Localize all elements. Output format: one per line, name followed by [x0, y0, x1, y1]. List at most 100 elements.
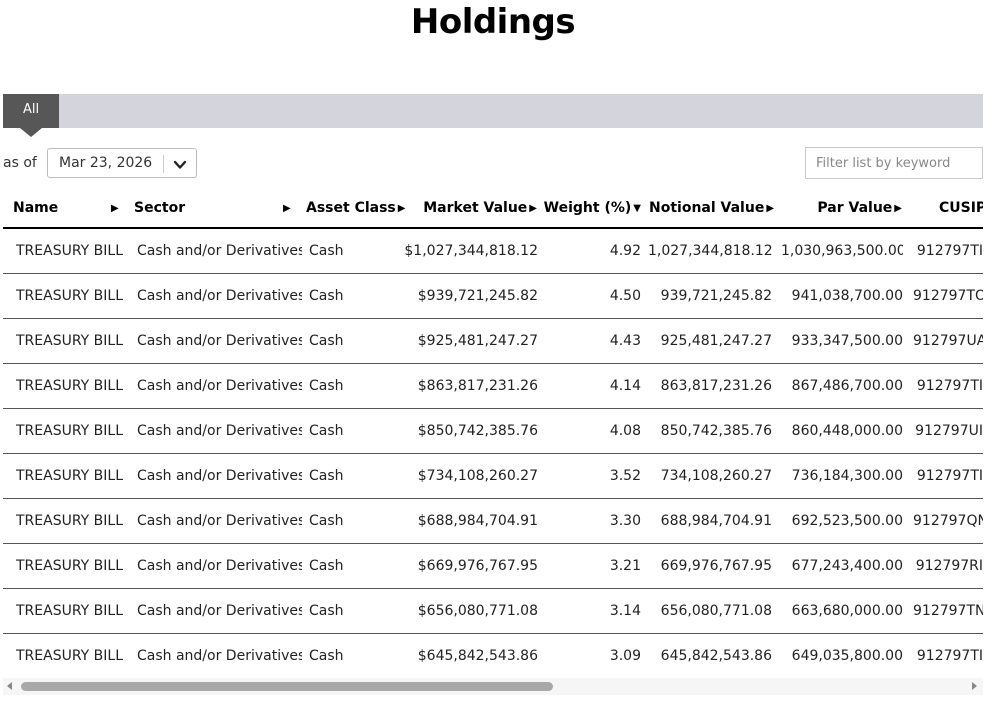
cell-name: TREASURY BILL	[16, 333, 124, 349]
table-row[interactable]: TREASURY BILL Cash and/or Derivatives Cash…	[3, 229, 983, 274]
cell-notional-value: 669,976,767.95	[660, 558, 772, 574]
column-header-notional-value[interactable]: Notional Value ▶	[649, 190, 775, 227]
cell-notional-value: 1,027,344,818.12	[648, 243, 772, 259]
cell-par-value: 860,448,000.00	[791, 423, 903, 439]
table-row[interactable]: TREASURY BILL Cash and/or Derivatives Cash…	[3, 319, 983, 364]
cell-sector: Cash and/or Derivatives	[137, 378, 302, 394]
cell-par-value: 649,035,800.00	[791, 648, 903, 664]
triangle-right-icon[interactable]: ▶	[283, 203, 291, 214]
cell-cusip: 912797TN	[913, 603, 983, 619]
column-header-label: Par Value	[817, 200, 893, 216]
cell-weight: 3.14	[609, 603, 641, 619]
column-header-label: Sector	[134, 200, 186, 216]
cell-market-value: $850,742,385.76	[417, 423, 538, 439]
tab-bar: All	[3, 94, 983, 137]
cell-asset-class: Cash	[309, 243, 344, 259]
as-of-label: as of	[3, 155, 37, 171]
column-header-market-value[interactable]: Market Value ▶	[403, 190, 537, 227]
table-row[interactable]: TREASURY BILL Cash and/or Derivatives Cash…	[3, 409, 983, 454]
cell-name: TREASURY BILL	[16, 468, 124, 484]
cell-par-value: 692,523,500.00	[791, 513, 903, 529]
cell-sector: Cash and/or Derivatives	[137, 558, 302, 574]
triangle-right-icon: ▶	[894, 203, 902, 214]
table-row[interactable]: TREASURY BILL Cash and/or Derivatives Cash…	[3, 544, 983, 589]
table-row[interactable]: TREASURY BILL Cash and/or Derivatives Cash…	[3, 454, 983, 499]
date-select-value: Mar 23, 2026	[59, 155, 153, 171]
cell-market-value: $645,842,543.86	[417, 648, 538, 664]
cell-weight: 4.08	[609, 423, 641, 439]
date-select[interactable]: Mar 23, 2026	[47, 148, 197, 178]
cell-market-value: $669,976,767.95	[417, 558, 538, 574]
cell-market-value: $863,817,231.26	[417, 378, 538, 394]
cell-asset-class: Cash	[309, 378, 344, 394]
cell-weight: 4.14	[609, 378, 641, 394]
chevron-down-icon	[173, 160, 187, 169]
triangle-down-icon: ▼	[633, 203, 641, 214]
cell-name: TREASURY BILL	[16, 648, 124, 664]
table-row[interactable]: TREASURY BILL Cash and/or Derivatives Cash…	[3, 589, 983, 634]
cell-sector: Cash and/or Derivatives	[137, 603, 302, 619]
cell-name: TREASURY BILL	[16, 513, 124, 529]
tab-all[interactable]: All	[3, 94, 59, 137]
scrollbar-thumb[interactable]	[21, 682, 553, 691]
table-row[interactable]: TREASURY BILL Cash and/or Derivatives Cash…	[3, 499, 983, 544]
cell-market-value: $656,080,771.08	[417, 603, 538, 619]
cell-name: TREASURY BILL	[16, 288, 124, 304]
cell-notional-value: 925,481,247.27	[660, 333, 772, 349]
holdings-table: Name ▶ Sector ▶ Asset Class ▶ Market Valu…	[3, 190, 983, 680]
triangle-right-icon[interactable]: ▶	[111, 203, 119, 214]
triangle-right-icon: ▶	[766, 203, 775, 214]
table-row[interactable]: TREASURY BILL Cash and/or Derivatives Cash…	[3, 274, 983, 319]
cell-cusip: 912797TO	[913, 288, 983, 304]
column-header-label: Market Value	[423, 200, 528, 216]
cell-weight: 4.43	[609, 333, 641, 349]
scroll-left-icon[interactable]	[7, 682, 12, 690]
cell-cusip: 912797TI	[916, 468, 983, 484]
cell-asset-class: Cash	[309, 558, 344, 574]
table-header-row: Name ▶ Sector ▶ Asset Class ▶ Market Valu…	[3, 190, 983, 229]
column-header-label: Name	[13, 200, 59, 216]
cell-market-value: $734,108,260.27	[417, 468, 538, 484]
column-header-label: CUSIP	[939, 200, 983, 216]
horizontal-scrollbar[interactable]	[3, 678, 983, 695]
cell-par-value: 736,184,300.00	[791, 468, 903, 484]
cell-weight: 3.21	[609, 558, 641, 574]
scroll-right-icon[interactable]	[972, 682, 977, 690]
cell-notional-value: 939,721,245.82	[660, 288, 772, 304]
column-header-asset-class[interactable]: Asset Class ▶	[306, 190, 405, 227]
table-row[interactable]: TREASURY BILL Cash and/or Derivatives Cash…	[3, 634, 983, 679]
table-row[interactable]: TREASURY BILL Cash and/or Derivatives Cash…	[3, 364, 983, 409]
column-header-par-value[interactable]: Par Value ▶	[783, 190, 902, 227]
filter-input[interactable]	[805, 147, 983, 179]
cell-name: TREASURY BILL	[16, 378, 124, 394]
cell-weight: 4.92	[609, 243, 641, 259]
cell-par-value: 1,030,963,500.00	[781, 243, 903, 259]
column-header-cusip[interactable]: CUSIP	[939, 190, 983, 227]
column-header-sector[interactable]: Sector	[134, 190, 185, 227]
cell-notional-value: 850,742,385.76	[660, 423, 772, 439]
cell-sector: Cash and/or Derivatives	[137, 423, 302, 439]
column-header-label: Weight (%)	[543, 200, 632, 216]
cell-asset-class: Cash	[309, 288, 344, 304]
cell-market-value: $688,984,704.91	[417, 513, 538, 529]
cell-par-value: 941,038,700.00	[791, 288, 903, 304]
triangle-right-icon: ▶	[529, 203, 537, 214]
cell-asset-class: Cash	[309, 333, 344, 349]
cell-name: TREASURY BILL	[16, 603, 124, 619]
cell-sector: Cash and/or Derivatives	[137, 243, 302, 259]
cell-asset-class: Cash	[309, 603, 344, 619]
cell-market-value: $925,481,247.27	[417, 333, 538, 349]
page-title: Holdings	[410, 2, 576, 42]
column-header-label: Asset Class	[306, 200, 396, 216]
cell-par-value: 663,680,000.00	[791, 603, 903, 619]
cell-asset-class: Cash	[309, 648, 344, 664]
cell-notional-value: 645,842,543.86	[660, 648, 772, 664]
cell-name: TREASURY BILL	[16, 558, 124, 574]
cell-par-value: 677,243,400.00	[791, 558, 903, 574]
column-header-weight[interactable]: Weight (%) ▼	[543, 190, 641, 227]
cell-name: TREASURY BILL	[16, 243, 124, 259]
cell-asset-class: Cash	[309, 468, 344, 484]
column-header-name[interactable]: Name	[13, 190, 58, 227]
cell-cusip: 912797TI	[916, 243, 983, 259]
select-divider	[163, 155, 164, 173]
